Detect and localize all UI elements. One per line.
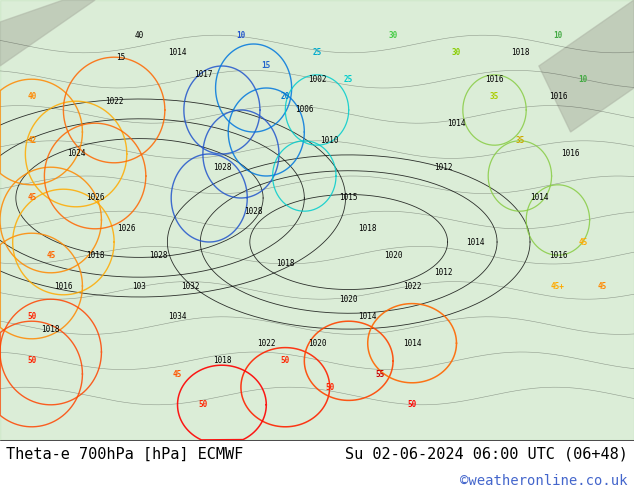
Text: 1028: 1028: [212, 163, 231, 172]
Text: 10: 10: [236, 31, 245, 40]
Text: 42: 42: [27, 136, 36, 146]
Text: 1034: 1034: [168, 312, 187, 321]
Text: 1014: 1014: [403, 339, 422, 348]
Text: 50: 50: [198, 400, 207, 409]
Text: 35: 35: [490, 92, 499, 101]
Text: 1028: 1028: [149, 251, 168, 260]
Text: 1014: 1014: [447, 119, 466, 128]
Text: ©weatheronline.co.uk: ©weatheronline.co.uk: [460, 474, 628, 488]
Text: 45: 45: [579, 238, 588, 246]
Text: 35: 35: [515, 136, 524, 146]
Text: 1014: 1014: [168, 49, 187, 57]
Text: 1012: 1012: [434, 163, 453, 172]
Text: 1016: 1016: [548, 92, 567, 101]
Text: 1010: 1010: [320, 136, 339, 146]
Text: Theta-e 700hPa [hPa] ECMWF: Theta-e 700hPa [hPa] ECMWF: [6, 446, 243, 462]
Text: 50: 50: [27, 312, 36, 321]
Text: 103: 103: [133, 281, 146, 291]
Text: 1018: 1018: [276, 260, 295, 269]
Text: 1018: 1018: [41, 325, 60, 335]
Text: 1016: 1016: [548, 251, 567, 260]
Text: 30: 30: [452, 49, 461, 57]
Text: 50: 50: [27, 356, 36, 366]
Text: 1022: 1022: [257, 339, 276, 348]
Text: 45+: 45+: [551, 281, 565, 291]
Text: Su 02-06-2024 06:00 UTC (06+48): Su 02-06-2024 06:00 UTC (06+48): [345, 446, 628, 462]
Text: 1018: 1018: [510, 49, 529, 57]
Text: 45: 45: [27, 194, 36, 202]
Text: 15: 15: [116, 53, 125, 62]
Text: 1014: 1014: [529, 194, 548, 202]
Text: 1022: 1022: [403, 281, 422, 291]
Text: 1016: 1016: [485, 74, 504, 84]
Text: 50: 50: [408, 400, 417, 409]
Text: 1026: 1026: [117, 224, 136, 233]
Text: 1024: 1024: [67, 149, 86, 158]
Text: 1015: 1015: [339, 194, 358, 202]
Text: 25: 25: [344, 74, 353, 84]
Text: 1014: 1014: [466, 238, 485, 246]
Text: 40: 40: [27, 92, 36, 101]
Polygon shape: [0, 0, 95, 66]
Text: 45: 45: [173, 369, 182, 378]
Text: 1022: 1022: [105, 97, 124, 106]
Text: 1020: 1020: [307, 339, 327, 348]
Text: 30: 30: [389, 31, 398, 40]
Text: 1018: 1018: [358, 224, 377, 233]
Text: 1028: 1028: [244, 207, 263, 216]
Text: 10: 10: [579, 74, 588, 84]
Text: 1018: 1018: [212, 356, 231, 366]
Text: 1006: 1006: [295, 105, 314, 115]
Text: 1020: 1020: [339, 294, 358, 304]
Text: 1012: 1012: [434, 269, 453, 277]
Text: 1016: 1016: [54, 281, 73, 291]
Text: 20: 20: [281, 92, 290, 101]
Text: 50: 50: [325, 383, 334, 392]
Polygon shape: [539, 0, 634, 132]
Text: 1017: 1017: [193, 70, 212, 79]
Text: 1032: 1032: [181, 281, 200, 291]
Text: 1026: 1026: [86, 194, 105, 202]
Text: 1016: 1016: [561, 149, 580, 158]
Text: 55: 55: [376, 369, 385, 378]
Text: 1020: 1020: [384, 251, 403, 260]
Text: 45: 45: [46, 251, 55, 260]
Text: 40: 40: [135, 31, 144, 40]
Text: 1014: 1014: [358, 312, 377, 321]
Text: 15: 15: [262, 62, 271, 71]
Text: 1018: 1018: [86, 251, 105, 260]
Text: 25: 25: [313, 49, 321, 57]
Text: 50: 50: [281, 356, 290, 366]
Text: 45: 45: [598, 281, 607, 291]
Text: 1002: 1002: [307, 74, 327, 84]
Text: 10: 10: [553, 31, 562, 40]
